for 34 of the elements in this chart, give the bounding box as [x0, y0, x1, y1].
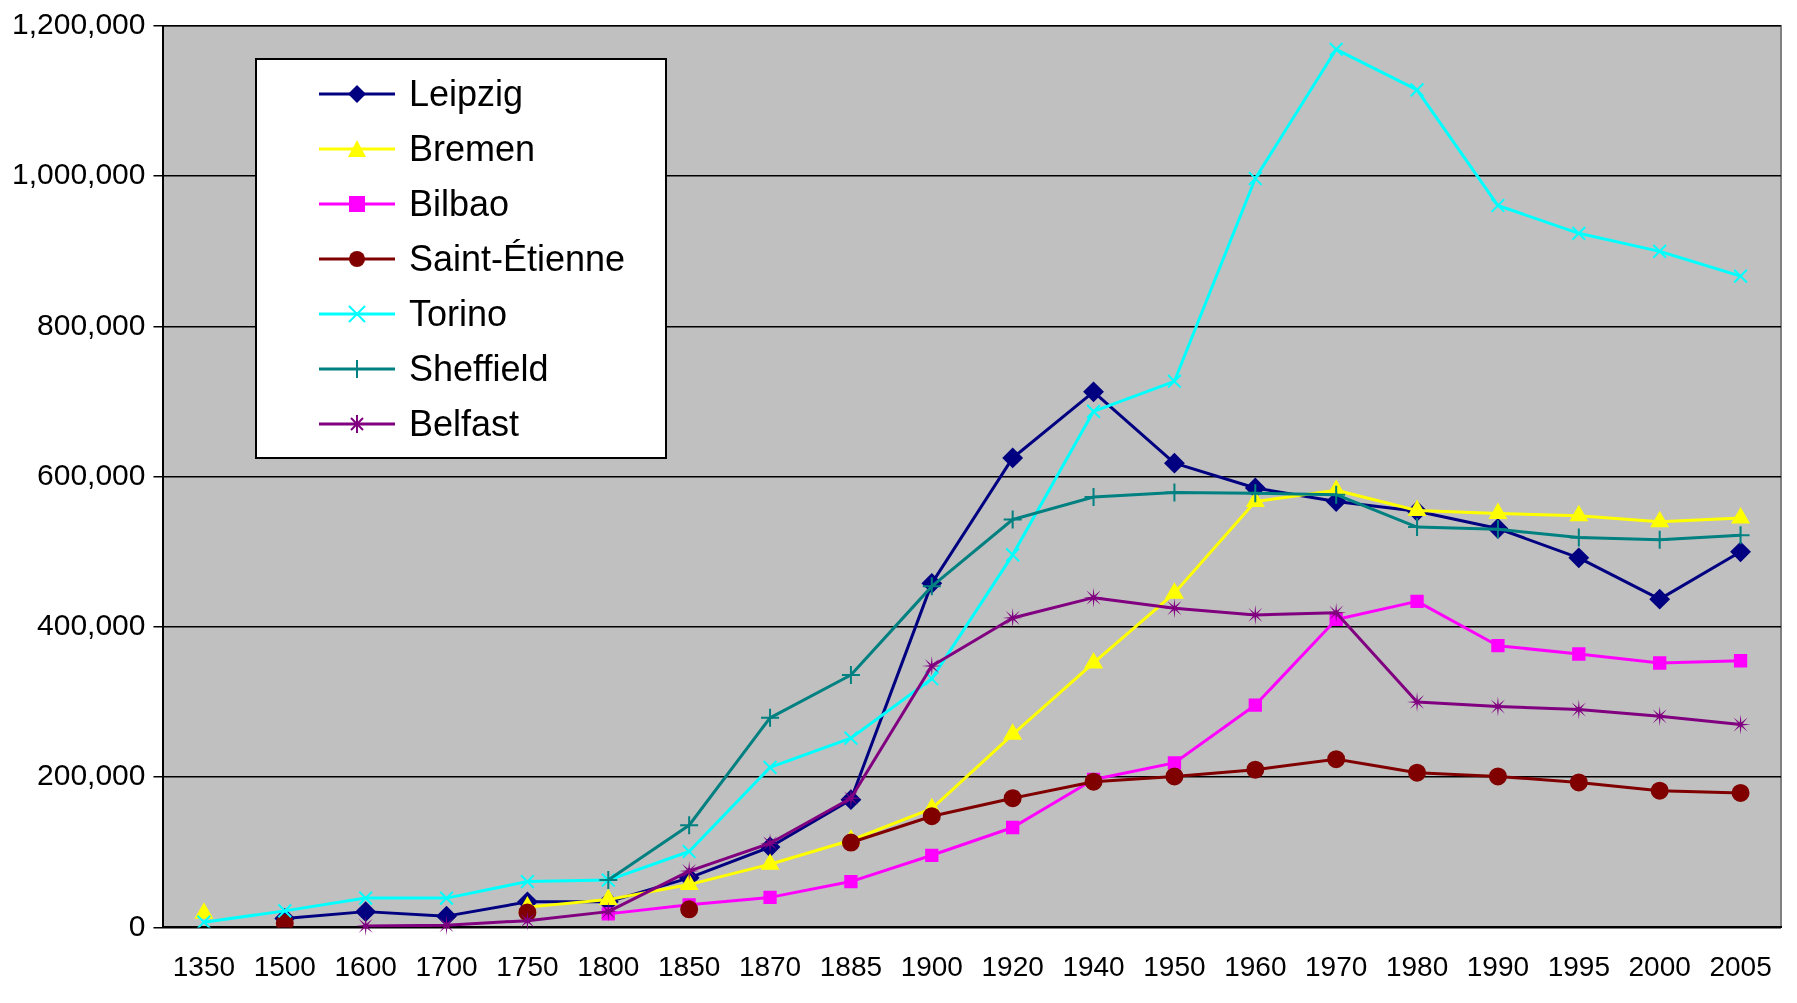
x-tick-label: 1500 [253, 950, 316, 982]
y-tick-label: 0 [128, 908, 146, 942]
y-tick-label: 1,200,000 [11, 7, 146, 41]
x-tick-label: 1600 [334, 950, 397, 982]
y-tick-label: 1,000,000 [11, 157, 146, 191]
legend-label: Sheffield [409, 347, 549, 390]
y-tick-label: 600,000 [37, 457, 146, 491]
x-tick-label: 1870 [738, 950, 802, 982]
x-tick-label: 1960 [1224, 950, 1287, 982]
y-tick-label: 400,000 [37, 608, 146, 642]
legend-label: Bremen [409, 127, 536, 170]
x-tick-label: 2000 [1628, 950, 1691, 982]
legend-label: Saint-Étienne [409, 237, 626, 280]
y-tick-label: 800,000 [37, 307, 146, 341]
x-tick-label: 1995 [1547, 950, 1610, 982]
legend-label: Torino [409, 292, 508, 335]
x-tick-label: 1900 [900, 950, 963, 982]
x-tick-label: 1800 [577, 950, 640, 982]
x-tick-label: 1750 [496, 950, 559, 982]
x-tick-label: 1980 [1385, 950, 1449, 982]
x-tick-label: 2005 [1709, 950, 1772, 982]
x-tick-label: 1350 [172, 950, 236, 982]
x-tick-label: 1940 [1062, 950, 1125, 982]
x-tick-label: 1700 [415, 950, 478, 982]
x-tick-label: 1920 [981, 950, 1044, 982]
x-tick-label: 1990 [1466, 950, 1530, 982]
x-tick-label: 1885 [819, 950, 883, 982]
legend-label: Leipzig [409, 72, 524, 115]
x-tick-label: 1970 [1305, 950, 1368, 982]
y-tick-label: 200,000 [37, 758, 146, 792]
legend-label: Bilbao [409, 182, 510, 225]
x-tick-label: 1850 [658, 950, 721, 982]
x-tick-label: 1950 [1143, 950, 1206, 982]
legend-label: Belfast [409, 402, 520, 445]
